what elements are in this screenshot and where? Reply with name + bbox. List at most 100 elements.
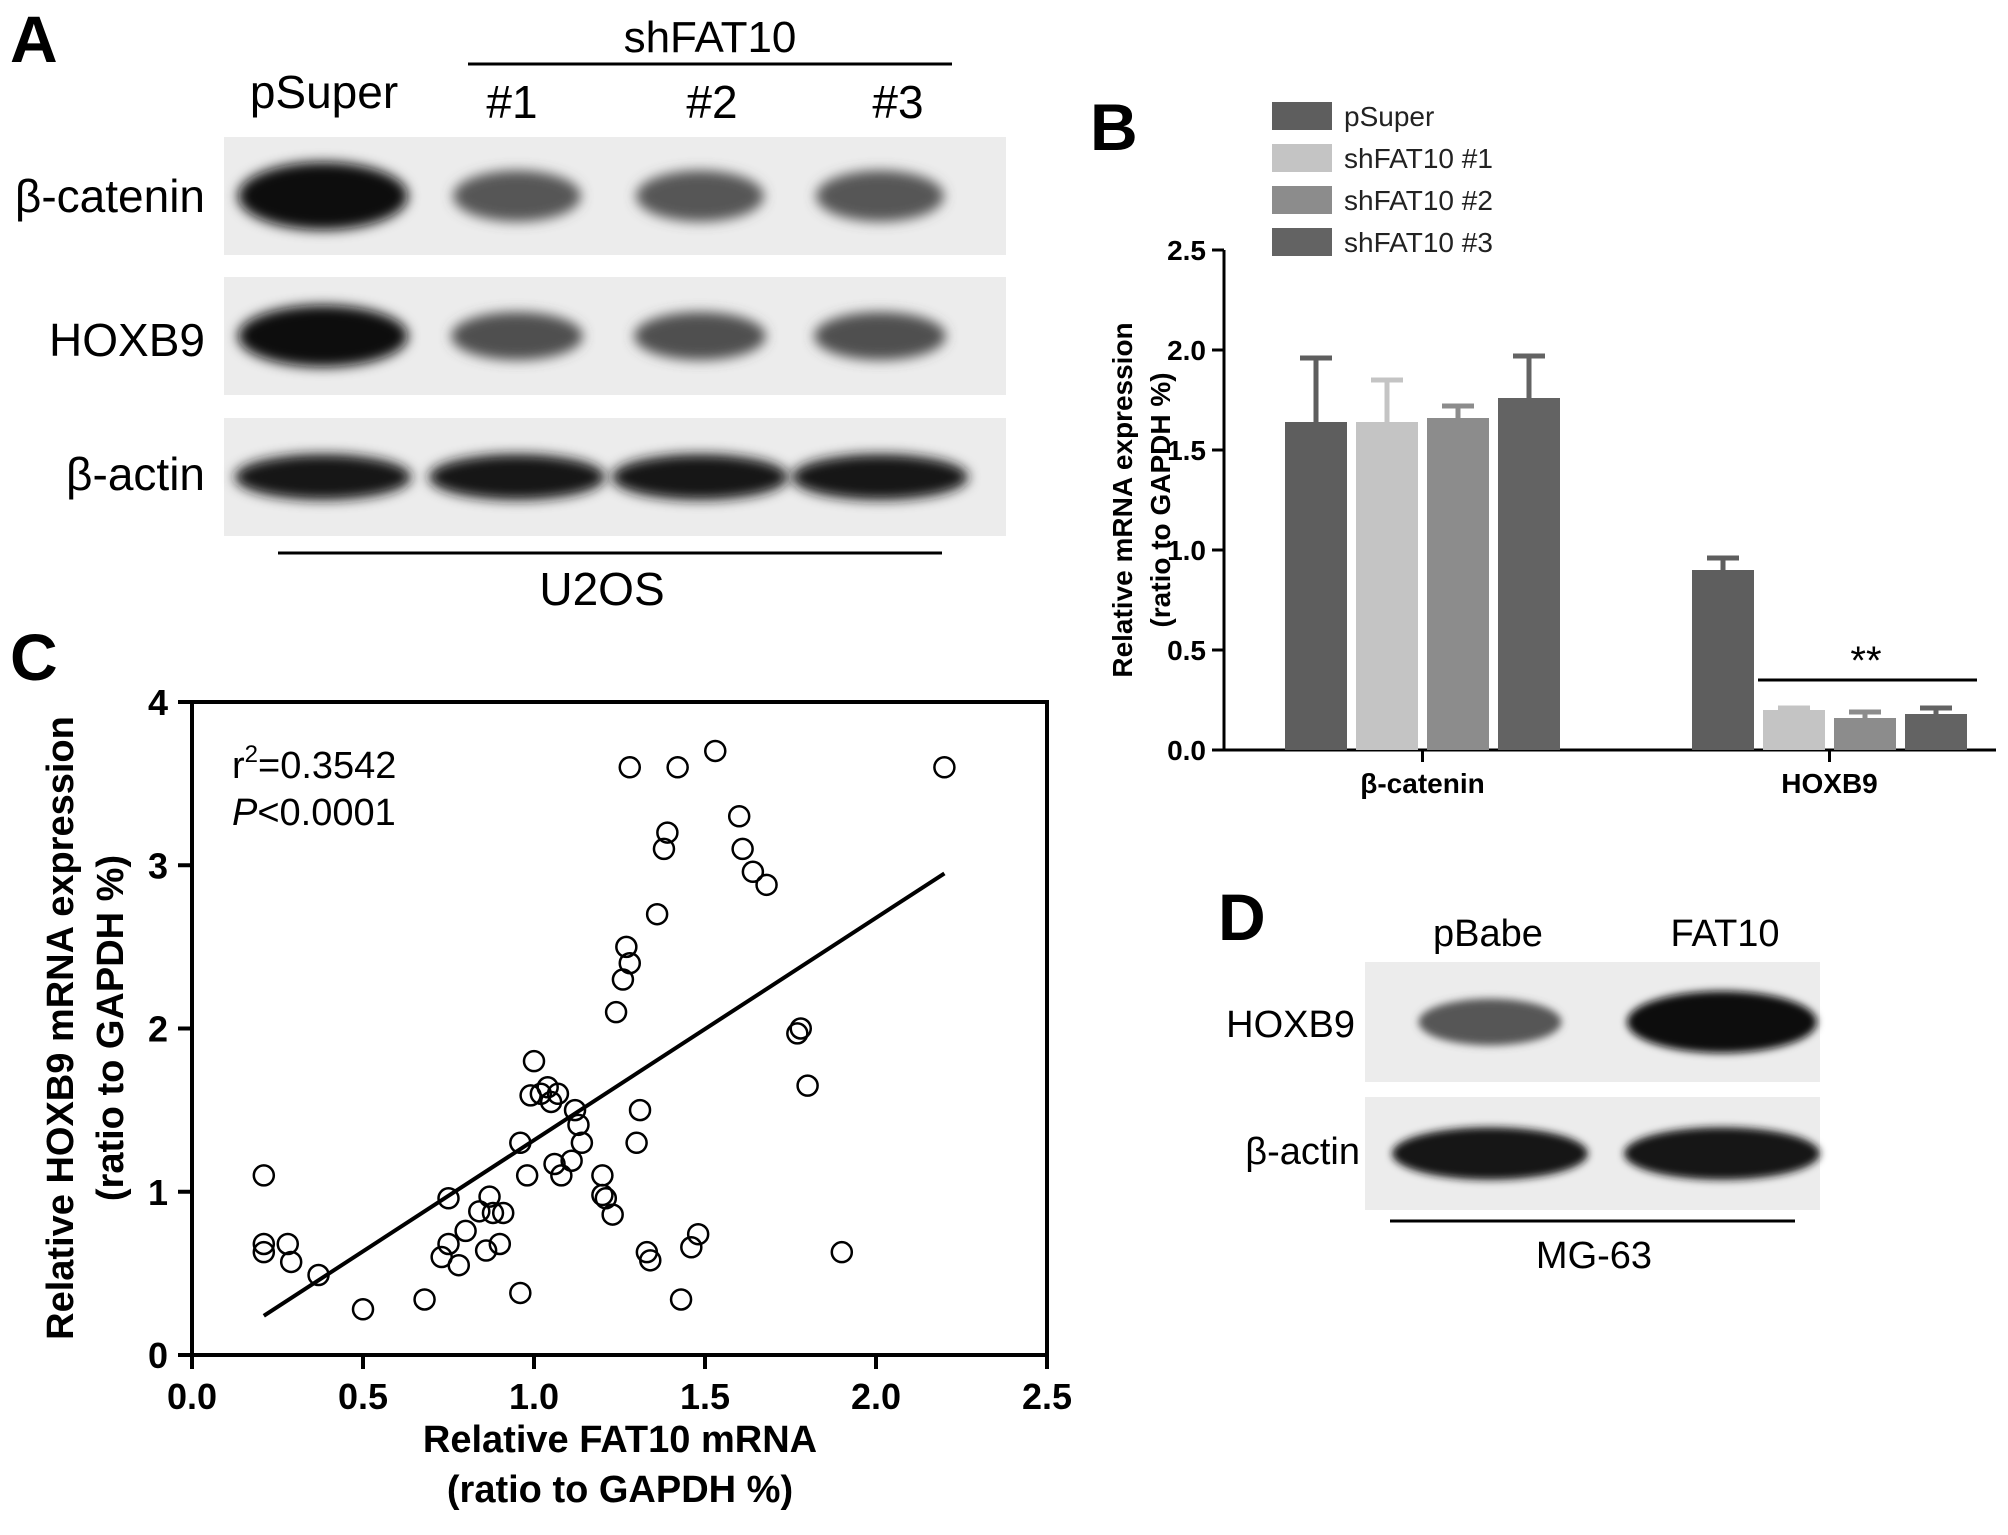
legend-label: shFAT10 #2 <box>1344 185 1493 216</box>
bar <box>1834 718 1896 750</box>
data-point <box>645 902 669 926</box>
data-point <box>252 1164 276 1187</box>
panel-d: D pBabe FAT10 HOXB9 β-actin MG-63 <box>1218 880 1820 1277</box>
legend-swatch <box>1272 102 1332 130</box>
data-point <box>563 1098 587 1122</box>
regression-line <box>262 871 946 1318</box>
x-tick-label: 0.0 <box>167 1376 217 1417</box>
data-point <box>830 1240 854 1264</box>
panel-b-letter: B <box>1090 90 1138 164</box>
data-point <box>468 1200 491 1223</box>
data-point <box>413 1288 436 1311</box>
data-point <box>796 1074 819 1097</box>
data-point <box>591 1183 614 1207</box>
bar-chart: 0.0 0.5 1.0 1.5 2.0 2.5 β-catenin HOXB9 Relati… <box>1107 235 1996 799</box>
data-point <box>727 805 751 828</box>
row-label-hoxb9: HOXB9 <box>49 314 205 366</box>
blot-d-band <box>1627 991 1817 1053</box>
data-point <box>625 1131 648 1155</box>
row-label-beta-catenin: β-catenin <box>15 170 205 222</box>
data-point <box>437 1232 460 1256</box>
y-tick-label: 1.0 <box>1167 535 1206 566</box>
x-axis-title-line1: Relative FAT10 mRNA <box>423 1419 817 1461</box>
bar <box>1763 710 1825 750</box>
x-tick-label: 1.0 <box>509 1376 559 1417</box>
blot-a-band <box>816 170 944 222</box>
x-tick-label: 1.5 <box>680 1376 730 1417</box>
blot-a-band <box>238 305 408 367</box>
data-point <box>307 1263 330 1287</box>
bar <box>1692 570 1754 750</box>
y-tick-label: 2.0 <box>1167 335 1206 366</box>
lane-label-3: #3 <box>872 76 923 128</box>
blot-a-band <box>636 170 764 222</box>
data-point <box>522 1049 546 1073</box>
blot-a-band <box>451 311 583 361</box>
data-point <box>618 756 642 779</box>
data-points <box>252 739 956 1321</box>
lane-label-fat10: FAT10 <box>1670 913 1779 955</box>
data-point <box>550 1164 573 1187</box>
blot-d-band <box>1624 1127 1820 1180</box>
r-squared-label: r2=0.3542 <box>232 741 396 787</box>
panel-d-letter: D <box>1218 880 1266 954</box>
y-axis-title: Relative HOXB9 mRNA expression (ratio to… <box>40 716 132 1340</box>
x-axis-title-line2: (ratio to GAPDH %) <box>447 1469 793 1511</box>
x-category-label: β-catenin <box>1360 768 1484 799</box>
panel-a-letter: A <box>10 2 58 76</box>
x-ticks: 0.0 0.5 1.0 1.5 2.0 2.5 <box>167 1355 1072 1417</box>
x-categories: β-catenin HOXB9 <box>1360 768 1877 799</box>
data-point <box>601 1203 624 1226</box>
data-point <box>543 1152 566 1176</box>
data-point <box>478 1185 501 1208</box>
y-tick-label: 0.5 <box>1167 635 1206 666</box>
panel-c: C 0.0 0.5 1.0 1.5 2.0 2.5 0 1 2 3 4 r2=0.3542 P<0… <box>10 620 1072 1511</box>
data-point <box>615 935 638 959</box>
data-point <box>639 1249 662 1272</box>
legend-label: pSuper <box>1344 101 1434 132</box>
lane-label-1: #1 <box>486 76 537 128</box>
blot-a-band <box>428 454 606 500</box>
blot-a-band <box>238 162 408 230</box>
data-point <box>669 1288 693 1311</box>
data-point <box>618 951 642 975</box>
data-point <box>546 1082 570 1106</box>
y-tick-label: 4 <box>148 682 168 723</box>
panel-c-letter: C <box>10 620 58 694</box>
data-point <box>539 1090 563 1114</box>
data-point <box>933 756 956 779</box>
lane-label-psuper: pSuper <box>250 66 398 118</box>
y-tick-label: 0 <box>148 1335 168 1376</box>
blot-a-band <box>634 311 766 361</box>
bar <box>1285 422 1347 750</box>
blot-a-band <box>814 311 946 361</box>
panel-b: B pSuper shFAT10 #1 shFAT10 #2 shFAT10 #3 0… <box>1090 90 1996 799</box>
data-point <box>509 1131 532 1155</box>
data-point <box>755 873 778 897</box>
x-tick-label: 2.0 <box>851 1376 901 1417</box>
data-point <box>454 1219 477 1243</box>
y-tick-label: 1 <box>148 1172 168 1213</box>
data-point <box>789 1017 813 1040</box>
legend-swatch <box>1272 144 1332 172</box>
data-point <box>515 1164 539 1187</box>
legend-label: shFAT10 #1 <box>1344 143 1493 174</box>
row-label-beta-actin-d: β-actin <box>1245 1131 1360 1173</box>
data-point <box>437 1187 460 1210</box>
data-point <box>567 1113 590 1137</box>
data-point <box>488 1232 512 1256</box>
data-point <box>560 1149 583 1172</box>
legend-swatch <box>1272 186 1332 214</box>
lane-label-2: #2 <box>686 76 737 128</box>
y-tick-label: 2.5 <box>1167 235 1206 266</box>
y-tick-label: 0.0 <box>1167 735 1206 766</box>
blot-a-band <box>611 454 789 500</box>
blot-a-band <box>791 454 969 500</box>
lane-label-pbabe: pBabe <box>1433 913 1543 955</box>
data-point <box>591 1164 614 1187</box>
bar <box>1498 398 1560 750</box>
y-tick-label: 2 <box>148 1009 168 1050</box>
panel-a: A shFAT10 pSuper #1 #2 #3 β-catenin HOXB… <box>10 2 1006 615</box>
data-point <box>656 821 679 844</box>
